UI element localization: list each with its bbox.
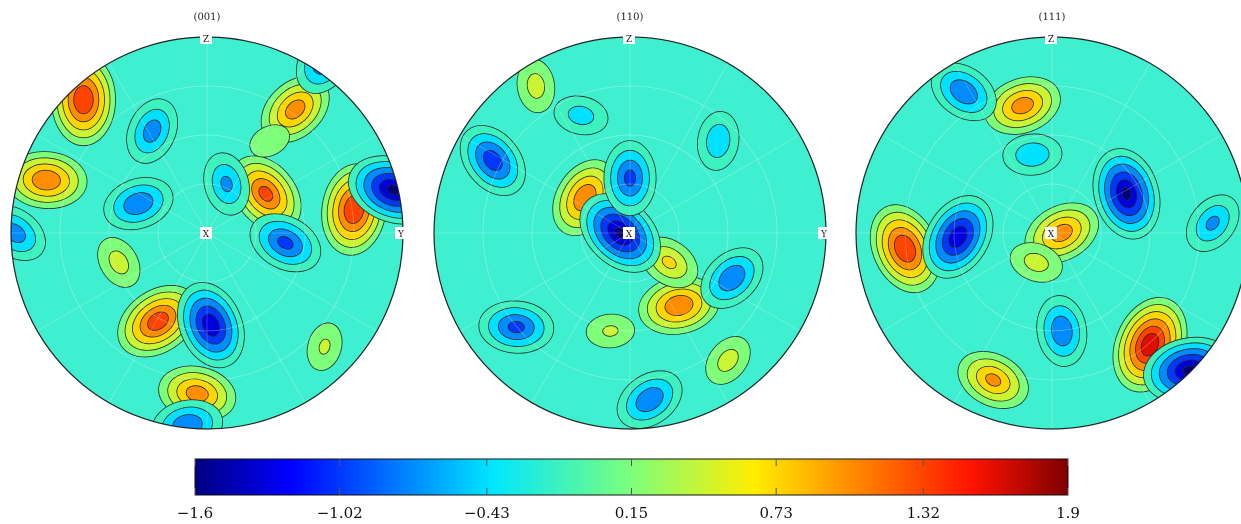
axis-label-x: X xyxy=(203,230,210,240)
grid-spoke xyxy=(1051,232,1222,332)
grid-spoke xyxy=(953,232,1053,403)
grid-spoke xyxy=(37,134,208,234)
grid-spoke xyxy=(531,232,631,403)
contour-level xyxy=(123,192,154,215)
grid-spoke xyxy=(629,63,729,234)
contour-level xyxy=(718,264,746,292)
axis-label-y: Y xyxy=(397,230,405,240)
grid-spoke xyxy=(108,63,208,234)
contour-level xyxy=(1121,187,1132,201)
colorbar-tick-label: −1.6 xyxy=(177,504,213,522)
contour-level xyxy=(1050,315,1073,347)
contour-level xyxy=(1015,142,1050,167)
grid-spoke xyxy=(460,134,631,234)
contour-level xyxy=(249,124,290,158)
axis-label-z: Z xyxy=(626,35,632,45)
panel-title-111: (111) xyxy=(1039,12,1066,23)
contour-level xyxy=(220,175,233,193)
contour-level xyxy=(985,373,1002,387)
contour-level xyxy=(258,185,274,202)
colorbar-tick-label: 1.32 xyxy=(907,504,940,522)
contour-level xyxy=(142,119,162,143)
pole-figure-001: (001) Z X Y xyxy=(10,12,407,430)
colorbar-tick-label: 0.15 xyxy=(615,504,648,522)
axis-label-z: Z xyxy=(203,35,209,45)
contour-level xyxy=(31,169,61,191)
grid-spoke xyxy=(1051,63,1151,234)
grid-spoke xyxy=(206,134,377,234)
contour-level xyxy=(661,255,677,270)
contour-level xyxy=(1205,215,1220,231)
contour-level xyxy=(277,236,294,250)
axis-label-x: X xyxy=(626,230,633,240)
grid-circle xyxy=(580,183,680,283)
grid-spoke xyxy=(460,232,631,332)
contour-level xyxy=(893,234,917,263)
colorbar-tick-label: −0.43 xyxy=(464,504,510,522)
grid-spoke xyxy=(629,232,729,403)
grid-spoke xyxy=(882,134,1053,234)
grid-circle xyxy=(531,134,729,332)
grid-spoke xyxy=(206,63,306,234)
grid-spoke xyxy=(206,232,377,332)
axis-label-x: X xyxy=(1048,230,1055,240)
colorbar-tick-label: 0.73 xyxy=(759,504,792,522)
contour-level xyxy=(1140,332,1160,357)
grid-circle xyxy=(1002,183,1102,283)
grid-spoke xyxy=(206,232,306,403)
contour-level xyxy=(664,294,694,317)
contour-level xyxy=(1023,252,1049,272)
grid-circle xyxy=(59,85,355,381)
contour-level xyxy=(73,85,94,115)
contour-level xyxy=(567,105,595,126)
colorbar: −1.6 −1.02 −0.43 0.15 0.73 1.32 1.9 xyxy=(177,458,1080,522)
grid-circle xyxy=(904,85,1200,381)
grid-spoke xyxy=(953,63,1053,234)
contour-level xyxy=(108,250,129,275)
panel-title-001: (001) xyxy=(194,12,221,23)
grid-spoke xyxy=(629,134,800,234)
contour-level xyxy=(11,223,26,243)
contour-level xyxy=(948,225,968,249)
contour-level xyxy=(285,99,306,120)
grid-circle xyxy=(157,183,257,283)
contour-level xyxy=(602,325,619,337)
axis-label-y: Y xyxy=(820,230,828,240)
pole-figure-110: (110) Z X Y xyxy=(433,12,830,430)
axis-label-z: Z xyxy=(1048,35,1054,45)
contour-level xyxy=(706,123,731,158)
grid-spoke xyxy=(882,232,1053,332)
grid-circle xyxy=(482,85,778,381)
panel-title-110: (110) xyxy=(617,12,644,23)
contour-level xyxy=(318,338,331,355)
pole-figure-111: (111) Z X xyxy=(855,12,1241,430)
grid-circle xyxy=(953,134,1151,332)
grid-circle xyxy=(108,134,306,332)
colorbar-tick-label: 1.9 xyxy=(1056,504,1080,522)
grid-spoke xyxy=(1051,134,1222,234)
grid-spoke xyxy=(629,232,800,332)
contour-level xyxy=(482,149,503,172)
grid-spoke xyxy=(37,232,208,332)
contour-level xyxy=(507,320,525,334)
contour-level xyxy=(635,387,664,413)
contour-level xyxy=(717,348,739,372)
contour-level xyxy=(147,311,169,331)
grid-spoke xyxy=(531,63,631,234)
contour-level xyxy=(1011,96,1034,115)
colorbar-tick-label: −1.02 xyxy=(317,504,363,522)
contour-level xyxy=(949,79,978,105)
grid-spoke xyxy=(1051,232,1151,403)
grid-spoke xyxy=(108,232,208,403)
contour-level xyxy=(623,169,637,187)
contour-level xyxy=(526,73,545,99)
contour-level xyxy=(201,313,221,337)
